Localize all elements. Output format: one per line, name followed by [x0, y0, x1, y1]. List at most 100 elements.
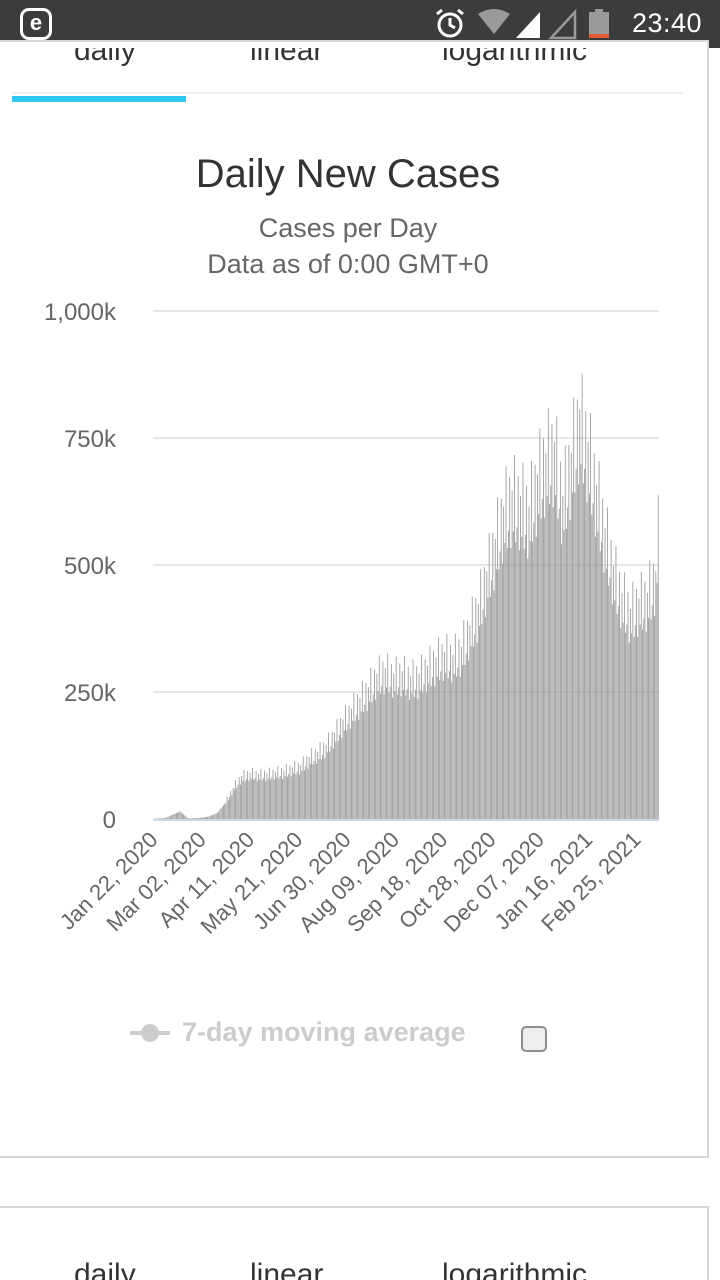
bar [572, 492, 573, 819]
bar [319, 741, 321, 819]
bar [237, 784, 239, 819]
bar [337, 740, 339, 819]
bar [527, 558, 529, 819]
bar [338, 734, 340, 819]
bar [236, 787, 238, 819]
bar [266, 773, 268, 819]
bar [290, 776, 292, 819]
bar [399, 663, 401, 819]
bar [486, 571, 488, 819]
tab-daily-second[interactable]: daily [74, 1258, 136, 1280]
bar [539, 428, 541, 819]
bar [208, 816, 210, 819]
bar [435, 657, 437, 819]
cell-signal-empty-icon [548, 8, 577, 40]
bar [427, 665, 428, 819]
tab-linear[interactable]: linear [250, 48, 324, 67]
bar [188, 818, 189, 819]
bar [492, 532, 494, 819]
bar [566, 529, 567, 819]
bar [221, 806, 223, 819]
bar [639, 624, 641, 819]
bar [551, 423, 553, 819]
y-tick-label: 1,000k [44, 299, 117, 326]
bar [210, 815, 212, 819]
bar [378, 655, 380, 819]
bar [412, 659, 414, 819]
y-tick-label: 500k [64, 553, 117, 580]
bar [318, 759, 320, 819]
bar [586, 502, 588, 819]
bar [462, 665, 464, 819]
bar [541, 499, 543, 819]
bar [495, 569, 497, 819]
bar [307, 768, 309, 819]
bar [451, 682, 453, 819]
bar [544, 517, 546, 819]
bar [230, 790, 232, 819]
status-time: 23:40 [632, 8, 703, 38]
bar [546, 496, 548, 819]
bar [534, 464, 536, 819]
tab-divider [12, 92, 683, 94]
bar [637, 636, 639, 819]
bar [262, 778, 264, 819]
bar [238, 776, 240, 819]
bar [173, 814, 175, 819]
bar [470, 646, 472, 819]
bar [607, 507, 608, 819]
tab-linear-second[interactable]: linear [250, 1258, 324, 1280]
wifi-icon [478, 9, 510, 34]
bar [553, 442, 555, 819]
bar [473, 646, 474, 819]
bar [313, 760, 315, 819]
bar [570, 452, 572, 819]
bar [499, 551, 501, 819]
bar [232, 787, 234, 819]
bar [353, 692, 355, 819]
bar [568, 445, 570, 819]
battery-low-icon [589, 9, 609, 38]
bar [656, 582, 658, 819]
bar [645, 631, 647, 819]
tab-logarithmic-second[interactable]: logarithmic [442, 1258, 588, 1280]
bar [226, 796, 228, 819]
legend-checkbox[interactable] [521, 1026, 547, 1052]
bar [258, 773, 259, 819]
bar [209, 815, 211, 819]
bar [521, 536, 523, 819]
y-tick-label: 0 [103, 807, 116, 834]
bar [655, 571, 657, 819]
bar [293, 773, 294, 819]
bar [463, 620, 465, 819]
bar [265, 781, 267, 819]
bar [185, 816, 187, 819]
bar [377, 690, 379, 819]
y-tick-label: 250k [64, 680, 117, 707]
bar [372, 693, 374, 819]
bar [365, 682, 367, 819]
bar [540, 518, 542, 819]
bar [434, 685, 436, 819]
bar [357, 694, 358, 819]
tab-logarithmic[interactable]: logarithmic [442, 48, 588, 67]
bar [331, 731, 333, 819]
bar [620, 628, 622, 819]
legend-line-marker-icon [130, 1024, 170, 1042]
bar [373, 669, 375, 819]
bar [621, 592, 623, 819]
bar [466, 620, 468, 819]
bar [401, 670, 403, 819]
bar [516, 527, 518, 819]
bar [360, 711, 362, 819]
tab-daily[interactable]: daily [74, 48, 136, 67]
bar [643, 618, 645, 819]
legend-item-moving-average[interactable]: 7-day moving average [182, 1017, 466, 1047]
bar [630, 608, 631, 819]
bar [244, 781, 246, 819]
bar [169, 815, 171, 819]
legend[interactable]: 7-day moving average [130, 1014, 570, 1058]
bar [195, 818, 197, 819]
bar [599, 551, 601, 819]
bar [296, 771, 298, 819]
